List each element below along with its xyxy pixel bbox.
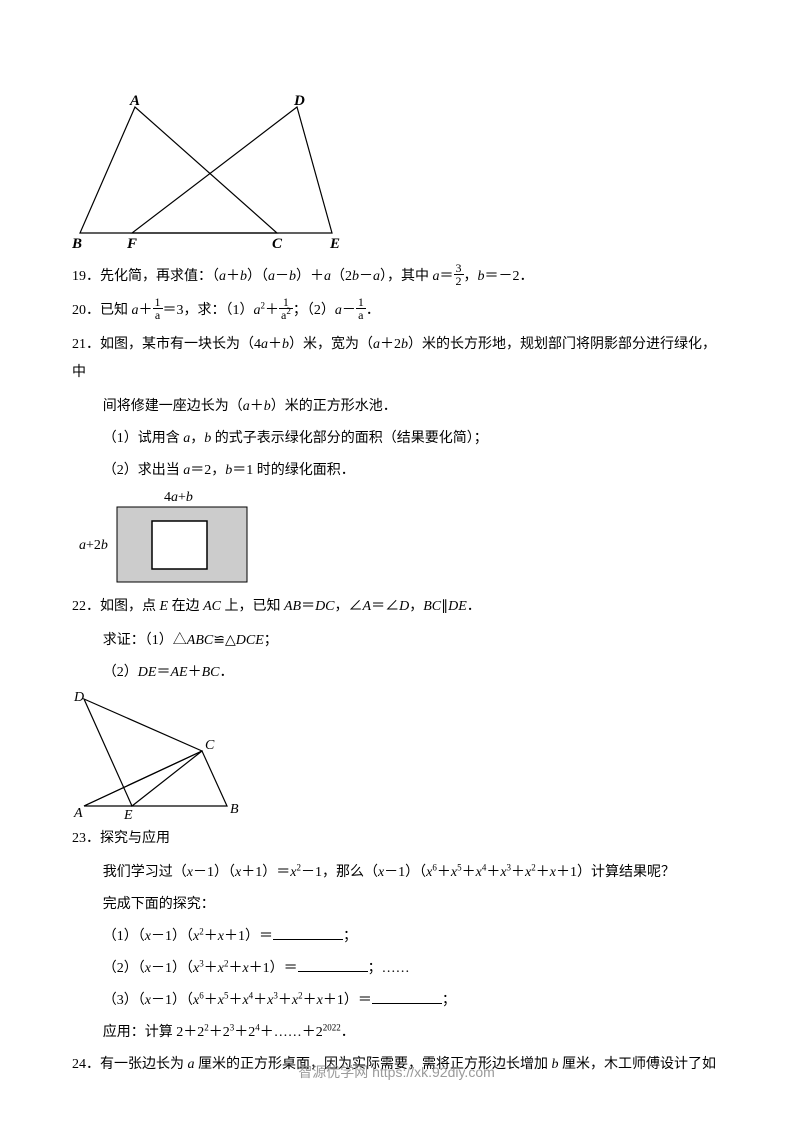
blank-3 <box>372 990 442 1004</box>
problem-21: 21．如图，某市有一块长为（4a＋b）米，宽为（a＋2b）米的长方形地，规划部门… <box>72 331 721 387</box>
figure-q22: D C A E B <box>72 691 721 821</box>
vertex-f: F <box>126 236 137 252</box>
fraction-1-a2: 1a2 <box>279 296 293 321</box>
page-footer: 智源优学网 https://xk.92diy.com <box>0 1062 793 1082</box>
problem-22-sub2: （2）DE＝AE＋BC． <box>72 659 721 687</box>
vertex-a: A <box>73 806 83 821</box>
svg-text:a+2b: a+2b <box>79 538 108 553</box>
problem-22-sub1: 求证：（1）△ABC≌△DCE； <box>72 627 721 655</box>
problem-23-line2: 完成下面的探究： <box>72 891 721 919</box>
problem-23-sub1: （1）（x－1）（x2＋x＋1）＝； <box>72 923 721 951</box>
problem-23-sub2: （2）（x－1）（x3＋x2＋x＋1）＝；…… <box>72 955 721 983</box>
problem-23: 23．探究与应用 <box>72 825 721 853</box>
figure-q21: 4a+b a+2b <box>72 489 721 589</box>
triangle-q22-svg: D C A E B <box>72 691 247 821</box>
vertex-c: C <box>205 738 215 753</box>
svg-text:4a+b: 4a+b <box>164 490 193 505</box>
vertex-b: B <box>72 236 82 252</box>
rectangle-pool-svg: 4a+b a+2b <box>79 489 259 589</box>
problem-23-line1: 我们学习过（x－1）（x＋1）＝x2－1，那么（x－1）（x6＋x5＋x4＋x3… <box>72 859 721 887</box>
problem-23-sub3: （3）（x－1）（x6＋x5＋x4＋x3＋x2＋x＋1）＝； <box>72 987 721 1015</box>
problem-22: 22．如图，点 E 在边 AC 上，已知 AB＝DC，∠A＝∠D，BC∥DE． <box>72 593 721 621</box>
fraction-1-a: 1a <box>153 296 163 321</box>
problem-number: 19． <box>72 263 100 291</box>
figure-q18: A D B F C E <box>72 95 721 255</box>
fraction-1-a-b: 1a <box>356 296 366 321</box>
problem-number: 21． <box>72 331 100 359</box>
vertex-e: E <box>329 236 340 252</box>
problem-21-line2: 间将修建一座边长为（a＋b）米的正方形水池． <box>72 393 721 421</box>
vertex-e: E <box>123 808 133 821</box>
vertex-d: D <box>73 691 84 705</box>
vertex-a: A <box>129 95 140 109</box>
blank-2 <box>298 958 368 972</box>
fraction-3-2: 32 <box>454 262 464 287</box>
vertex-d: D <box>293 95 305 109</box>
problem-number: 23． <box>72 825 100 853</box>
triangle-diagram-svg: A D B F C E <box>72 95 352 255</box>
blank-1 <box>273 926 343 940</box>
problem-number: 20． <box>72 297 100 325</box>
problem-20: 20．已知 a＋1a＝3，求：（1）a2＋1a2；（2）a－1a． <box>72 297 721 325</box>
problem-number: 22． <box>72 593 100 621</box>
problem-21-sub2: （2）求出当 a＝2，b＝1 时的绿化面积． <box>72 457 721 485</box>
problem-19: 19．先化简，再求值：（a＋b）（a－b）＋a（2b－a），其中 a＝32，b＝… <box>72 263 721 291</box>
problem-23-application: 应用：计算 2＋22＋23＋24＋……＋22022． <box>72 1019 721 1047</box>
problem-21-sub1: （1）试用含 a，b 的式子表示绿化部分的面积（结果要化简）； <box>72 425 721 453</box>
vertex-b: B <box>230 802 239 817</box>
vertex-c: C <box>272 236 283 252</box>
